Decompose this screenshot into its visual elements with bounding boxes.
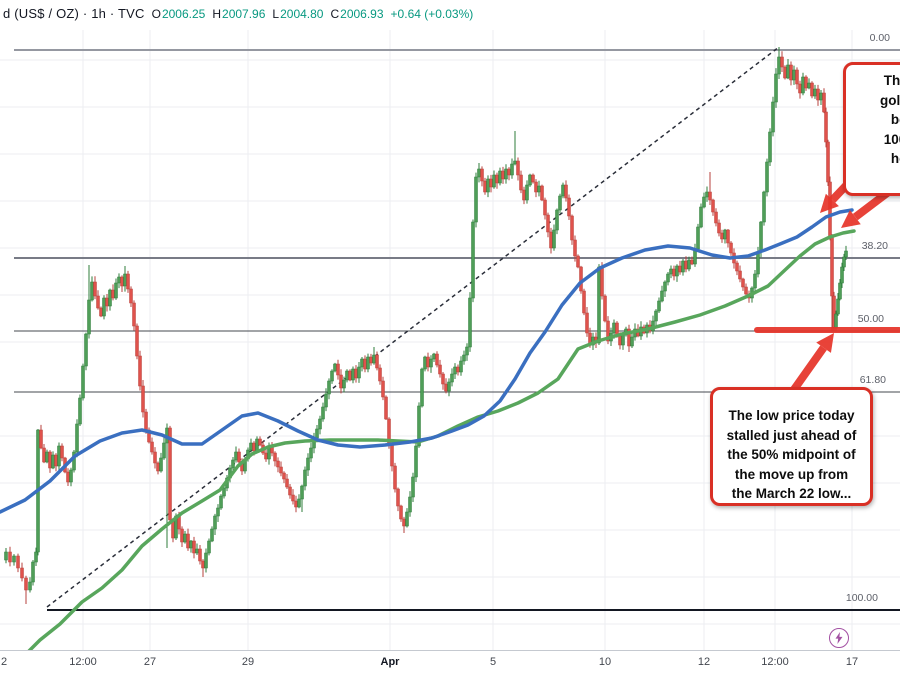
symbol-title[interactable]: d (US$ / OZ) · 1h · TVC	[3, 6, 145, 21]
fib-level-label: 50.00	[857, 313, 884, 325]
high-value: H2007.96	[212, 7, 266, 21]
red-annotation-layer[interactable]	[754, 171, 900, 401]
time-tick-label: 29	[241, 656, 255, 668]
lightning-bolt-glyph	[835, 632, 843, 644]
fib-level-label: 61.80	[859, 374, 886, 386]
time-tick-label: 12	[697, 656, 711, 668]
time-tick-label: Apr	[380, 656, 400, 668]
callout-ma-break[interactable]: The price of gold tumbles below the 100 …	[843, 62, 900, 196]
lightning-events-icon[interactable]	[829, 628, 849, 648]
grid-layer	[0, 30, 900, 650]
fib-level-label: 38.20	[861, 240, 888, 252]
time-axis[interactable]: 2 12:00 27 29 Apr 5 10 12 12:00 17	[0, 650, 900, 675]
time-tick-label: 17	[845, 656, 859, 668]
close-value: C2006.93	[330, 7, 384, 21]
time-tick-label: 12:00	[69, 656, 97, 668]
time-tick-label: 27	[143, 656, 157, 668]
low-value: L2004.80	[272, 7, 324, 21]
legend: d (US$ / OZ) · 1h · TVC O2006.25 H2007.9…	[3, 6, 473, 21]
open-value: O2006.25	[151, 7, 206, 21]
ma-blue-line[interactable]	[0, 208, 854, 514]
fib-level-label: 0.00	[869, 32, 890, 44]
change-value: +0.64 (+0.03%)	[390, 7, 474, 21]
time-tick-label: 5	[489, 656, 497, 668]
fib-level-label: 100.00	[845, 592, 878, 604]
price-chart-canvas[interactable]	[0, 0, 900, 650]
callout-fifty-percent[interactable]: The low price today stalled just ahead o…	[710, 387, 873, 506]
time-tick-label: 12:00	[761, 656, 789, 668]
time-tick-label: 10	[598, 656, 612, 668]
time-tick-label: 2	[0, 656, 8, 668]
candles-layer	[4, 47, 848, 604]
trendline-dashed[interactable]	[46, 46, 780, 608]
